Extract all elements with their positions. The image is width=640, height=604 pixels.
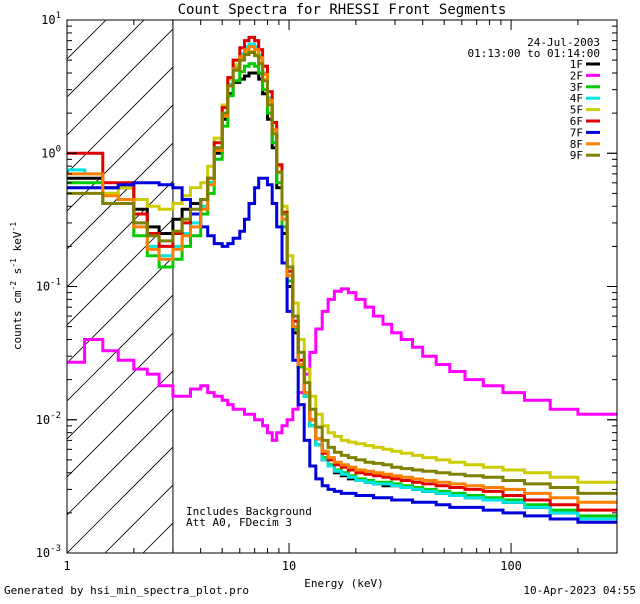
hatch-line: [67, 28, 173, 136]
hatch-line: [67, 446, 173, 553]
series-line-8F: [67, 45, 617, 504]
legend-label-8F: 8F: [570, 138, 583, 151]
x-tick-label: 1: [63, 559, 70, 573]
series-line-7F: [67, 176, 617, 524]
x-tick-label: 10: [282, 559, 296, 573]
series-line-9F: [67, 51, 617, 495]
hatch-line: [447, 0, 640, 553]
chart-title: Count Spectra for RHESSI Front Segments: [178, 2, 507, 18]
annotation-attenuator: Att A0, FDecim 3: [186, 516, 292, 529]
hatch-line: [295, 0, 640, 553]
hatch-line: [0, 0, 59, 553]
hatch-line: [599, 0, 640, 553]
hatch-lines: [0, 0, 640, 553]
y-tick-label: 10-3: [36, 544, 61, 560]
y-tick-labels: 10-3 10-2 10-1 100 101: [36, 11, 61, 560]
legend-label-7F: 7F: [570, 126, 583, 139]
y-tick-label: 10-2: [36, 411, 61, 427]
hatch-line: [67, 370, 173, 478]
hatch-line: [67, 66, 173, 174]
footer-generated-by: Generated by hsi_min_spectra_plot.pro: [4, 584, 249, 597]
legend-time-range: 01:13:00 to 01:14:00: [468, 47, 600, 60]
series-line-2F: [67, 287, 617, 442]
annotation-background: Includes Background: [186, 505, 312, 518]
footer-timestamp: 10-Apr-2023 04:55: [523, 584, 636, 597]
legend-label-6F: 6F: [570, 115, 583, 128]
y-tick-label: 10-1: [36, 278, 61, 294]
hatch-line: [67, 20, 145, 98]
hatch-line: [67, 218, 173, 326]
legend-label-5F: 5F: [570, 104, 583, 117]
series-line-4F: [67, 42, 617, 521]
legend-label-4F: 4F: [570, 92, 583, 105]
y-tick-label: 100: [41, 144, 61, 160]
y-tick-label: 101: [41, 11, 61, 27]
legend-label-1F: 1F: [570, 58, 583, 71]
x-tick-labels: 1 10 100: [63, 559, 522, 573]
hatch-line: [67, 180, 173, 288]
series-layer: [67, 35, 617, 524]
legend-label-3F: 3F: [570, 81, 583, 94]
hatch-line: [67, 104, 173, 212]
hatch-line: [67, 20, 107, 60]
hatch-line: [142, 522, 173, 553]
hatched-excluded-region: [0, 0, 640, 553]
y-axis-label: counts cm-2 s-1 keV-1: [9, 222, 24, 350]
hatch-line: [67, 142, 173, 250]
axis-ticks: [66, 19, 618, 554]
x-tick-label: 100: [500, 559, 522, 573]
legend-date: 24-Jul-2003: [527, 36, 600, 49]
hatch-line: [67, 408, 173, 516]
legend-label-2F: 2F: [570, 69, 583, 82]
series-line-5F: [67, 50, 617, 484]
hatch-line: [333, 0, 640, 553]
x-axis-label: Energy (keV): [304, 577, 383, 590]
hatch-line: [67, 332, 173, 440]
legend-label-9F: 9F: [570, 149, 583, 162]
